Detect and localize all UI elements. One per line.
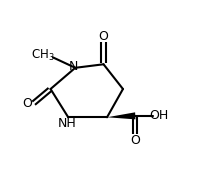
Text: O: O (99, 30, 108, 43)
Text: NH: NH (58, 117, 77, 130)
Text: N: N (68, 60, 78, 73)
Text: O: O (22, 97, 32, 110)
Text: CH$_3$: CH$_3$ (31, 48, 55, 64)
Polygon shape (107, 112, 135, 119)
Text: O: O (130, 134, 140, 147)
Text: OH: OH (149, 109, 168, 122)
